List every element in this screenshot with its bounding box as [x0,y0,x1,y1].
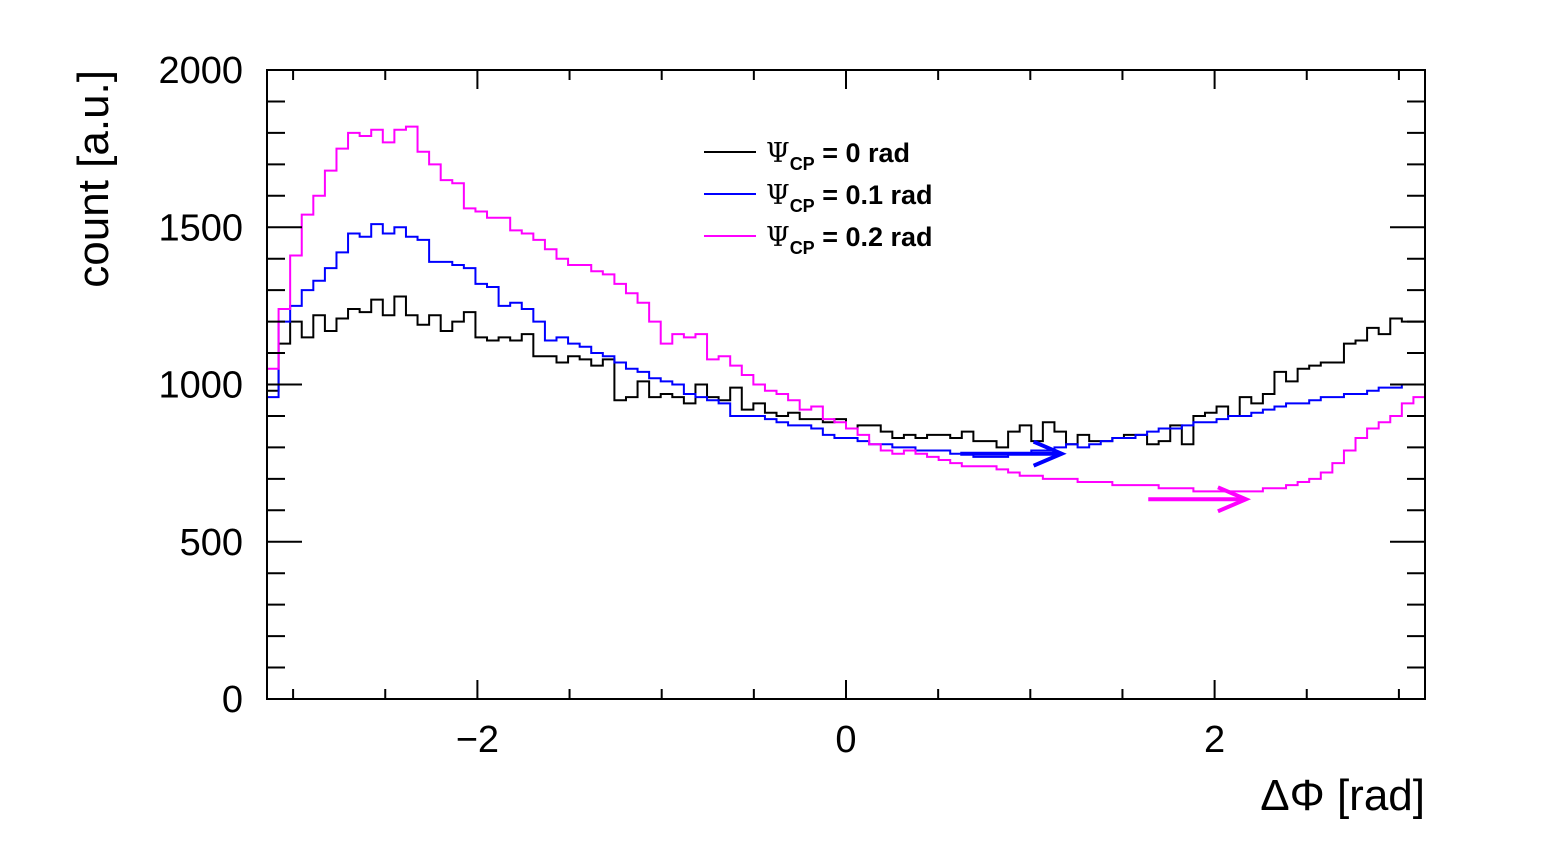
y-axis-title: count [a.u.] [69,70,118,288]
x-tick-label: 0 [835,719,856,761]
y-tick-label: 1500 [158,207,243,249]
y-tick-label: 2000 [158,50,243,92]
annotation-arrow-0-head [1032,439,1067,468]
axis-ticks [267,69,1425,700]
plot-annotations [960,439,1252,514]
y-tick-label: 0 [222,679,243,721]
annotation-arrow-1-head [1217,485,1252,514]
y-tick-label: 1000 [158,365,243,407]
tick-labels: −2 0 2 0 500 1000 1500 2000 [158,50,1225,761]
x-axis-title: ΔΦ [rad] [1260,771,1425,820]
legend-label: ΨCP = 0 rad [766,138,910,174]
series-1-line [267,223,1425,458]
y-tick-label: 500 [180,522,243,564]
legend: ΨCP = 0 rad ΨCP = 0.1 rad ΨCP = 0.2 rad [704,138,933,258]
legend-label: ΨCP = 0.1 rad [766,180,933,216]
x-tick-label: −2 [456,719,499,761]
x-tick-label: 2 [1204,719,1225,761]
legend-label: ΨCP = 0.2 rad [766,222,933,258]
